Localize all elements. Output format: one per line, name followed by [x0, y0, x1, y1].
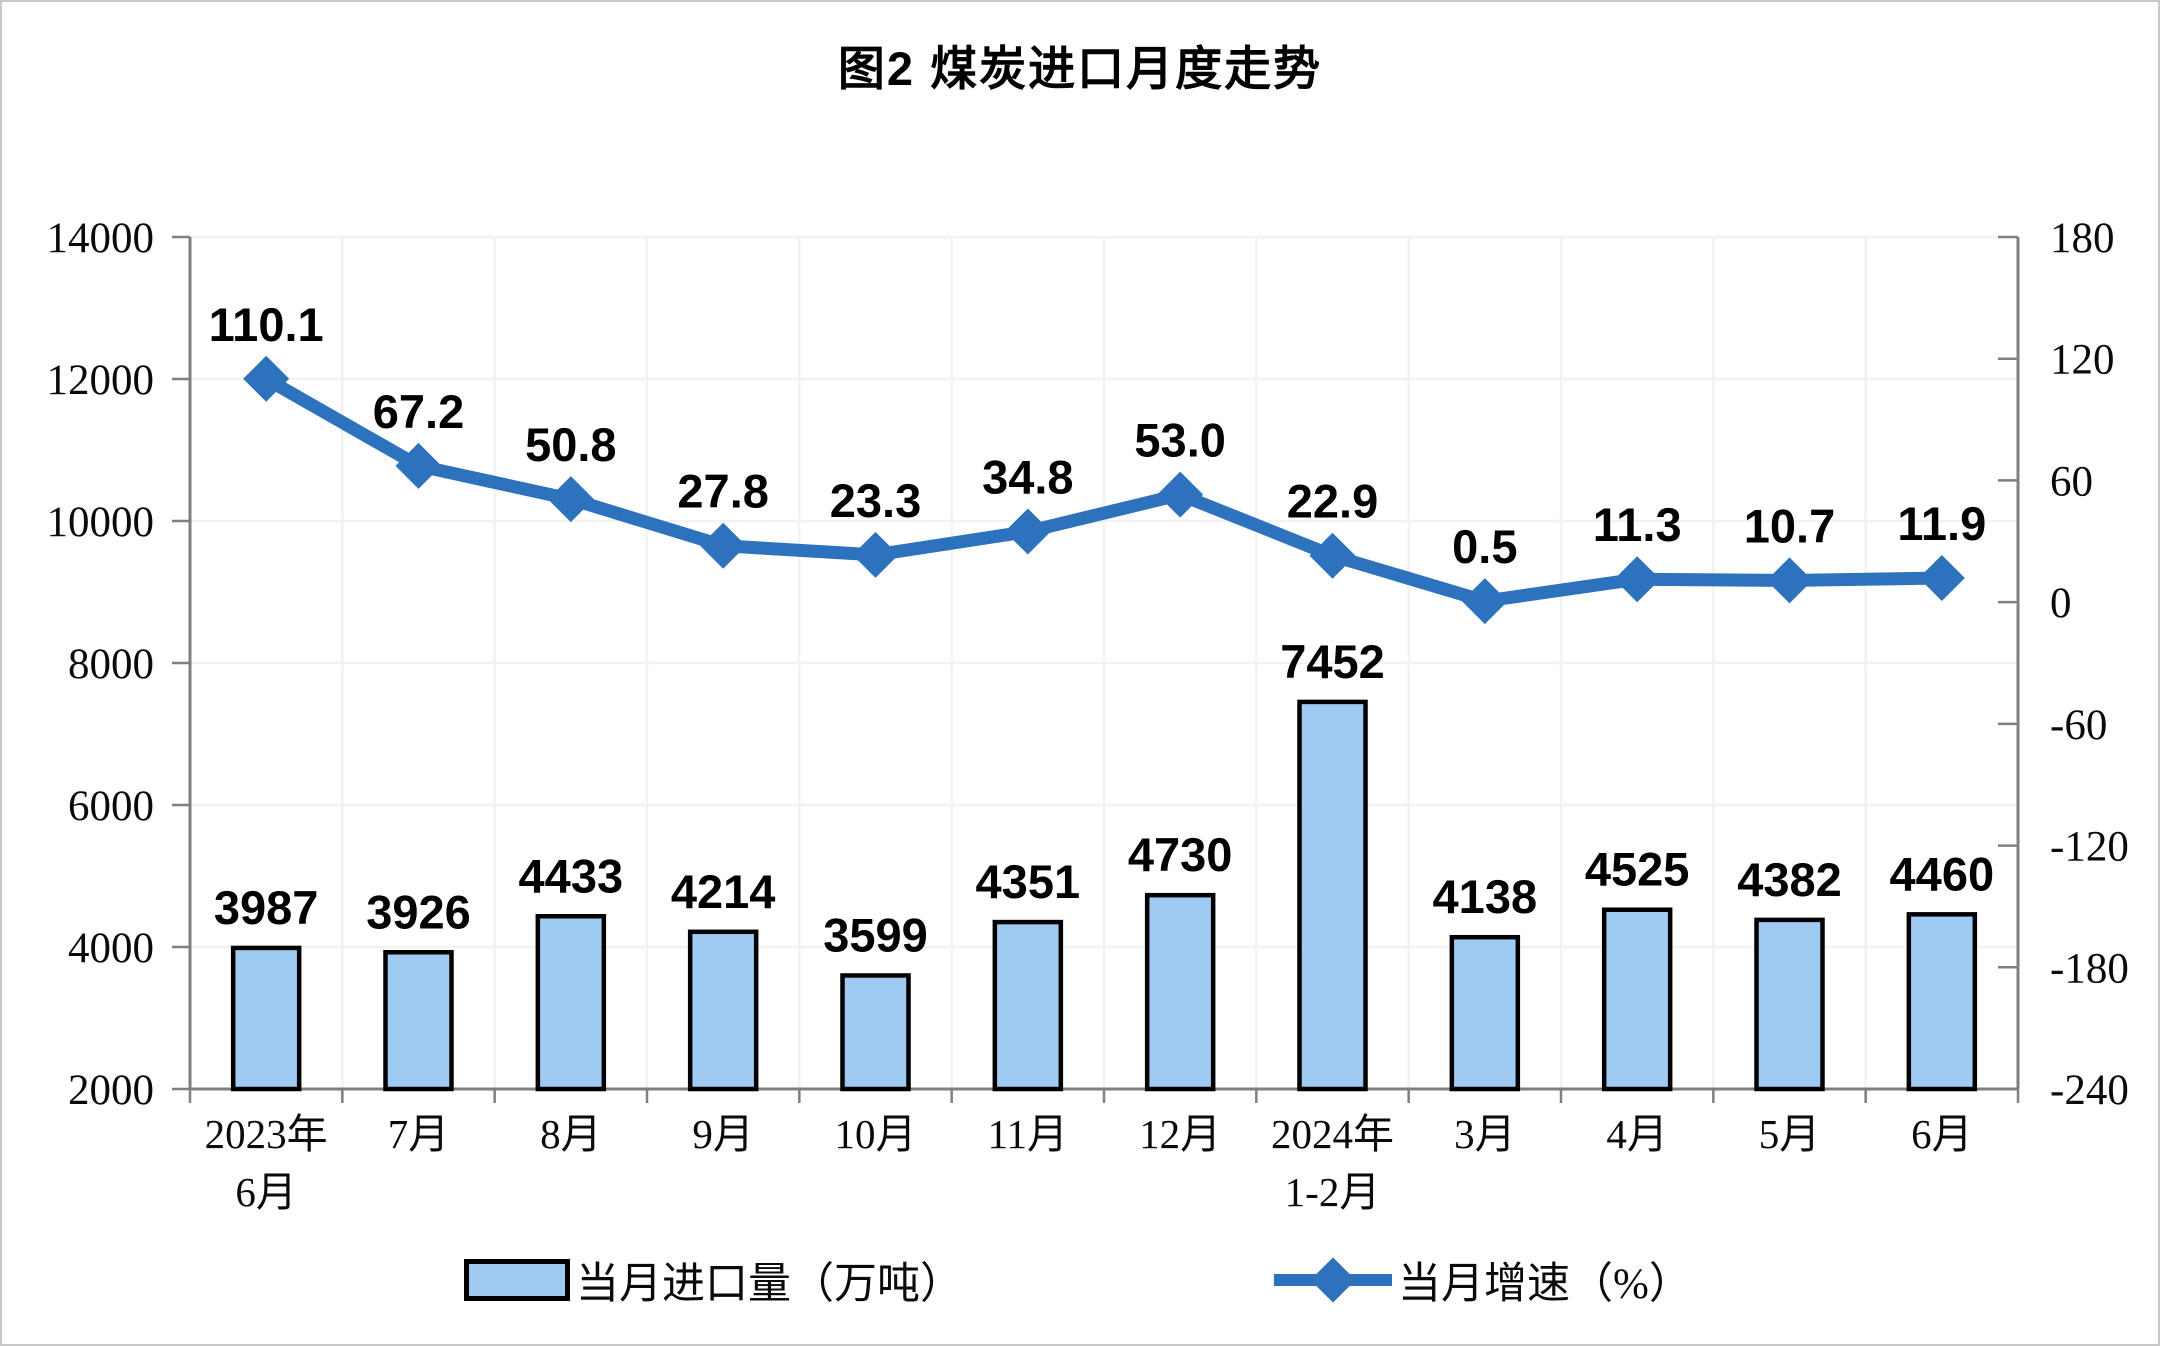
line-value-label: 22.9 [1287, 475, 1378, 528]
line-value-label: 110.1 [209, 298, 324, 351]
bar [992, 919, 1064, 1092]
line-marker-diamond-icon [1614, 556, 1661, 603]
line-marker-diamond-icon [1157, 471, 1204, 518]
legend-line-label: 当月增速（%） [1398, 1261, 1692, 1308]
line-marker-diamond-icon [547, 476, 594, 523]
right-axis-label: -180 [2050, 945, 2129, 992]
bar [1297, 699, 1368, 1092]
line-marker-diamond-icon [1004, 508, 1051, 555]
x-axis-label-line2: 6月 [235, 1169, 297, 1215]
right-axis-label: 0 [2050, 580, 2072, 627]
bar [687, 929, 759, 1092]
line-value-label: 11.9 [1897, 497, 1986, 550]
line-marker-diamond-icon [1461, 578, 1508, 625]
bar [1906, 912, 1978, 1092]
growth-line [259, 372, 1949, 608]
bar-value-label: 3926 [366, 885, 471, 938]
bar-value-label: 4138 [1433, 870, 1538, 923]
left-axis-label: 14000 [47, 215, 155, 262]
line-value-label: 53.0 [1134, 414, 1225, 467]
bar [1449, 934, 1521, 1092]
bar [840, 973, 911, 1092]
bar [535, 914, 607, 1092]
line-marker-diamond-icon [243, 355, 290, 402]
bar [1754, 917, 1825, 1092]
right-axis-label: -240 [2050, 1067, 2129, 1114]
bar [383, 950, 454, 1092]
line-value-label: 11.3 [1593, 498, 1682, 551]
legend-bars-label: 当月进口量（万吨） [576, 1261, 963, 1308]
bar-value-label: 4730 [1128, 828, 1233, 881]
bar-value-label: 4351 [976, 855, 1081, 908]
line-swatch-diamond-icon [1310, 1257, 1356, 1303]
legend-item-bars: 当月进口量（万吨） [464, 1248, 963, 1312]
line-value-label: 34.8 [982, 451, 1073, 504]
line-value-label: 0.5 [1452, 520, 1517, 573]
x-axis-label: 2024年 [1271, 1111, 1394, 1157]
right-axis-label: 180 [2050, 215, 2115, 262]
line-marker-diamond-icon [700, 522, 747, 569]
line-marker-diamond-icon [1309, 532, 1356, 579]
x-axis-label-line2: 1-2月 [1285, 1169, 1381, 1215]
bar-value-label: 4460 [1890, 847, 1995, 900]
bar-value-label: 4214 [671, 865, 776, 918]
x-axis-label: 10月 [835, 1111, 917, 1157]
line-value-label: 10.7 [1744, 499, 1835, 552]
x-axis-label: 5月 [1759, 1111, 1821, 1157]
bar [230, 945, 302, 1092]
bar-value-label: 4525 [1585, 843, 1690, 896]
left-axis-label: 4000 [68, 925, 154, 972]
x-axis-label: 8月 [540, 1111, 602, 1157]
x-axis-label: 4月 [1606, 1111, 1668, 1157]
line-series-swatch-icon [1274, 1254, 1392, 1306]
right-axis-label: -120 [2050, 824, 2129, 871]
x-axis-label: 7月 [388, 1111, 450, 1157]
line-marker-diamond-icon [395, 442, 442, 489]
x-axis-label: 2023年 [205, 1111, 328, 1157]
chart-title: 图2 煤炭进口月度走势 [837, 42, 1323, 95]
right-axis-label: 120 [2050, 337, 2115, 384]
line-value-label: 23.3 [830, 474, 921, 527]
x-axis-label: 3月 [1454, 1111, 1516, 1157]
x-axis-label: 12月 [1139, 1111, 1221, 1157]
left-axis-label: 10000 [47, 499, 155, 546]
legend: 当月进口量（万吨） 当月增速（%） [2, 1248, 2158, 1312]
bar [1601, 907, 1673, 1092]
line-marker-diamond-icon [1766, 557, 1813, 604]
bar-value-label: 3987 [214, 881, 319, 934]
x-axis-label: 11月 [988, 1111, 1068, 1157]
left-axis-label: 8000 [68, 641, 154, 688]
bar-value-label: 4382 [1737, 853, 1842, 906]
line-marker-diamond-icon [1918, 555, 1965, 602]
line-value-label: 50.8 [525, 418, 616, 471]
line-value-label: 67.2 [373, 385, 464, 438]
x-axis-label: 9月 [692, 1111, 754, 1157]
bar [1144, 892, 1216, 1092]
right-axis-label: 60 [2050, 458, 2093, 505]
bar-value-label: 7452 [1280, 635, 1385, 688]
bar-series-swatch-icon [464, 1259, 570, 1301]
bar-value-label: 3599 [823, 908, 928, 961]
line-marker-diamond-icon [852, 531, 899, 578]
legend-item-line: 当月增速（%） [1274, 1248, 1692, 1312]
right-axis-label: -60 [2050, 702, 2107, 749]
x-axis-label: 6月 [1911, 1111, 1973, 1157]
left-axis-label: 2000 [68, 1067, 154, 1114]
left-axis-label: 12000 [47, 357, 155, 404]
bar-value-label: 4433 [519, 849, 624, 902]
left-axis-label: 6000 [68, 783, 154, 830]
line-value-label: 27.8 [677, 465, 768, 518]
